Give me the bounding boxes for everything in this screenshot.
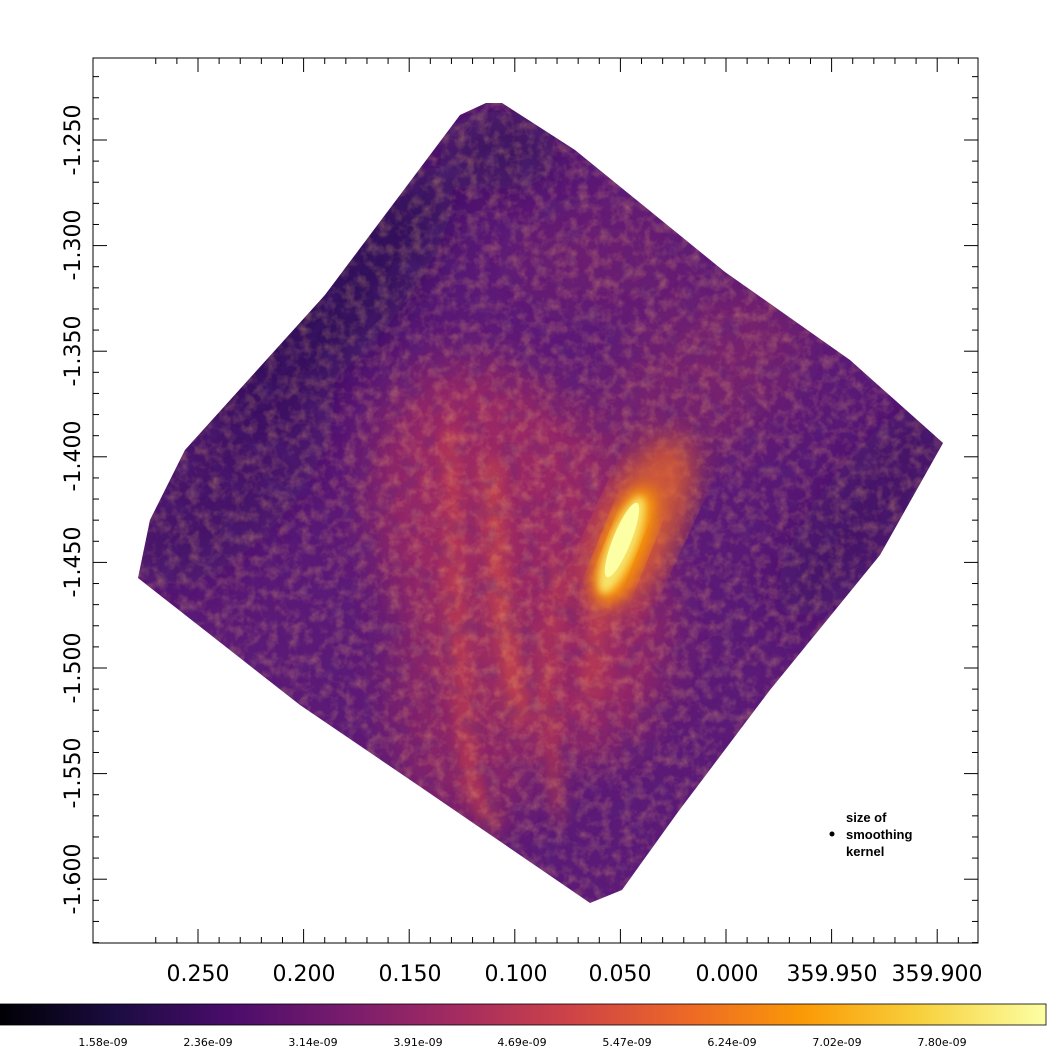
- kernel-label-line: kernel: [846, 844, 884, 859]
- y-tick-labels: -1.250 -1.300 -1.350 -1.400 -1.450 -1.50…: [61, 105, 86, 915]
- colorbar-tick-label: 2.36e-09: [183, 1036, 232, 1049]
- colorbar-tick-label: 5.47e-09: [602, 1036, 651, 1049]
- bright-source: [585, 437, 695, 613]
- colorbar-tick-label: 4.69e-09: [497, 1036, 546, 1049]
- colorbar-tick-label: 3.91e-09: [393, 1036, 442, 1049]
- y-tick-label: -1.350: [61, 316, 86, 387]
- x-tick-labels: 0.250 0.200 0.150 0.100 0.050 0.000 359.…: [167, 962, 983, 987]
- x-tick-label: 0.150: [379, 962, 442, 987]
- y-tick-label: -1.500: [61, 633, 86, 704]
- y-tick-label: -1.450: [61, 527, 86, 598]
- x-tick-label: 359.950: [787, 962, 878, 987]
- x-tick-label: 359.900: [892, 962, 983, 987]
- y-axis: [93, 76, 978, 944]
- colorbar-tick-label: 7.80e-09: [917, 1036, 966, 1049]
- kernel-label-line: smoothing: [846, 827, 912, 842]
- colorbar-tick-label: 7.02e-09: [812, 1036, 861, 1049]
- y-tick-label: -1.550: [61, 738, 86, 809]
- colorbar-gradient-bar: [0, 1003, 1047, 1026]
- y-tick-label: -1.300: [61, 210, 86, 281]
- colorbar-tick-label: 3.14e-09: [288, 1036, 337, 1049]
- kernel-annotation: size of smoothing kernel: [829, 810, 912, 859]
- x-tick-label: 0.000: [696, 962, 759, 987]
- x-tick-label: 0.250: [167, 962, 230, 987]
- y-tick-label: -1.600: [61, 844, 86, 915]
- y-tick-label: -1.400: [61, 421, 86, 492]
- kernel-dot: [829, 831, 835, 837]
- x-tick-label: 0.100: [485, 962, 548, 987]
- kernel-label-line: size of: [846, 810, 887, 825]
- y-tick-label: -1.250: [61, 105, 86, 176]
- x-tick-label: 0.050: [589, 962, 652, 987]
- colorbar: 1.58e-09 2.36e-09 3.14e-09 3.91e-09 4.69…: [0, 1003, 1047, 1049]
- colorbar-tick-label: 1.58e-09: [78, 1036, 127, 1049]
- x-axis: [155, 58, 959, 943]
- colorbar-tick-label: 6.24e-09: [707, 1036, 756, 1049]
- x-tick-label: 0.200: [273, 962, 336, 987]
